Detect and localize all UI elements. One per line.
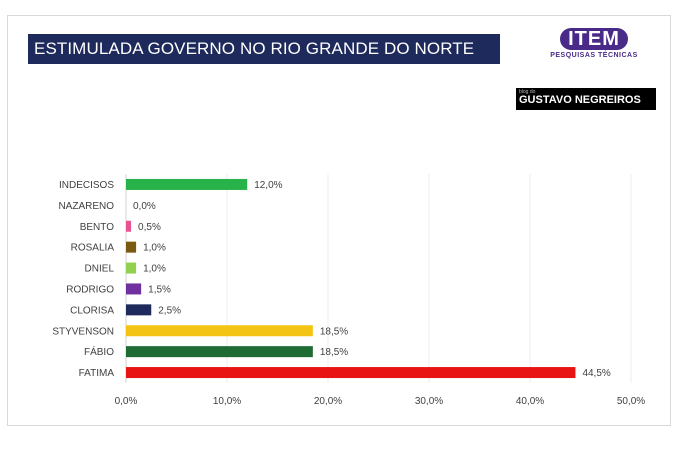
value-label: 0,5% <box>138 222 161 233</box>
x-tick-label: 0,0% <box>115 396 138 407</box>
x-tick-label: 50,0% <box>617 396 645 407</box>
bar <box>126 367 576 379</box>
logo-subtitle: PESQUISAS TÉCNICAS <box>550 52 638 59</box>
category-label: ROSALIA <box>71 243 115 254</box>
logo-text: ITEM <box>560 28 628 50</box>
chart-title: ESTIMULADA GOVERNO NO RIO GRANDE DO NORT… <box>28 34 500 64</box>
bar <box>126 241 137 253</box>
category-label: DNIEL <box>85 264 115 275</box>
bar <box>126 304 152 316</box>
item-logo: ITEM PESQUISAS TÉCNICAS <box>544 28 644 70</box>
bar <box>126 262 137 274</box>
bar <box>126 346 313 358</box>
category-label: BENTO <box>80 222 114 233</box>
bar <box>126 283 142 295</box>
stamp-name: GUSTAVO NEGREIROS <box>519 94 641 106</box>
category-label: STYVENSON <box>52 326 114 337</box>
value-label: 18,5% <box>320 326 348 337</box>
x-tick-label: 20,0% <box>314 396 342 407</box>
value-label: 1,0% <box>143 264 166 275</box>
value-label: 12,0% <box>254 180 282 191</box>
stamp-prefix: blog do <box>519 89 536 95</box>
category-label: CLORISA <box>70 305 114 316</box>
value-label: 1,5% <box>148 284 171 295</box>
bar <box>126 325 313 337</box>
category-label: NAZARENO <box>58 201 114 212</box>
chart-panel <box>7 15 671 426</box>
category-label: RODRIGO <box>66 284 114 295</box>
category-label: FÁBIO <box>84 345 114 358</box>
value-label: 18,5% <box>320 347 348 358</box>
category-label: INDECISOS <box>59 180 114 191</box>
category-label: FATIMA <box>79 368 115 379</box>
value-label: 44,5% <box>582 368 610 379</box>
x-tick-label: 10,0% <box>213 396 241 407</box>
x-tick-label: 30,0% <box>415 396 443 407</box>
bar <box>126 178 248 190</box>
blog-stamp: blog do GUSTAVO NEGREIROS <box>516 88 656 110</box>
value-label: 0,0% <box>133 201 156 212</box>
value-label: 1,0% <box>143 243 166 254</box>
value-label: 2,5% <box>158 305 181 316</box>
x-tick-label: 40,0% <box>516 396 544 407</box>
bar <box>126 220 132 232</box>
